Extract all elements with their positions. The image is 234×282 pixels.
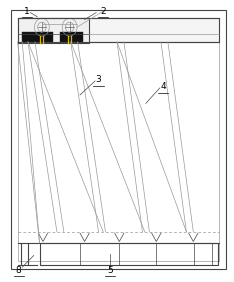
Bar — [18, 18, 89, 43]
Bar — [18, 18, 219, 42]
Bar — [18, 18, 219, 261]
Text: 1: 1 — [24, 7, 30, 16]
Bar — [22, 32, 53, 42]
Text: 3: 3 — [96, 75, 101, 84]
Text: 8: 8 — [16, 265, 22, 274]
Text: 5: 5 — [107, 265, 113, 274]
Bar — [40, 243, 218, 265]
Text: 4: 4 — [161, 82, 166, 91]
Bar — [60, 32, 84, 42]
Text: 2: 2 — [100, 7, 106, 16]
